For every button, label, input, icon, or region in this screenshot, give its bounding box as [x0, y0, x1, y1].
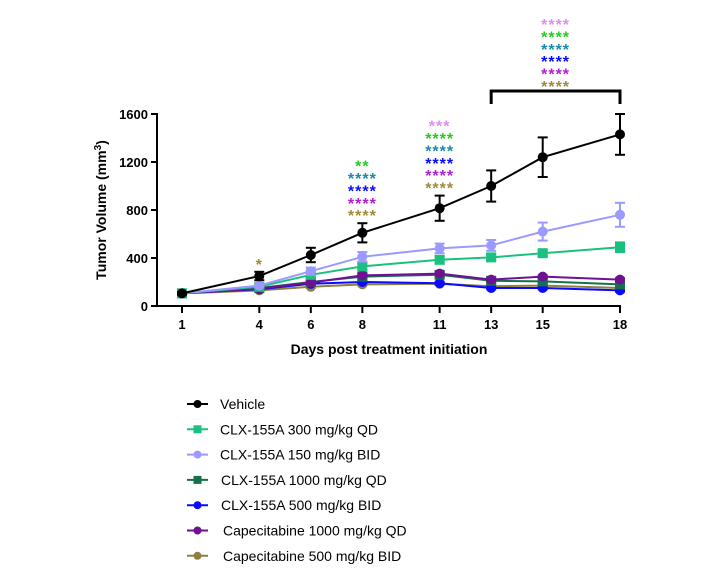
data-point [254, 280, 265, 291]
data-point [305, 250, 316, 260]
y-axis-label: Tumor Volume (mm3) [93, 140, 109, 280]
data-point [434, 268, 445, 279]
x-axis-label: Days post treatment initiation [291, 341, 488, 357]
legend-marker [193, 400, 202, 408]
significance-stars: **** [541, 17, 570, 34]
data-point [434, 203, 445, 214]
data-point [615, 209, 625, 220]
x-tick-label: 1 [178, 317, 185, 332]
legend-item-6: Capecitabine 500 mg/kg BID [187, 548, 401, 564]
data-point [305, 266, 316, 277]
x-tick-label: 15 [535, 317, 549, 332]
legend-label: CLX-155A 500 mg/kg BID [221, 497, 381, 513]
significance-stars: **** [425, 181, 454, 198]
series-line [181, 272, 621, 295]
data-point [357, 251, 368, 262]
x-tick-label: 8 [359, 317, 366, 332]
series-group [177, 113, 625, 299]
legend-marker [193, 551, 202, 560]
x-tick-label: 6 [307, 317, 314, 332]
significance-stars: **** [348, 196, 377, 213]
series-line [181, 246, 621, 295]
y-tick-label: 1600 [119, 107, 148, 122]
data-point [486, 181, 497, 191]
data-point [486, 240, 497, 251]
significance-stars: **** [425, 131, 454, 148]
significance-stars: **** [541, 67, 570, 84]
significance-stars: **** [348, 171, 377, 188]
significance-stars: *** [429, 119, 451, 136]
legend-marker [193, 425, 202, 434]
significance-stars: **** [541, 54, 570, 71]
legend-item-4: CLX-155A 500 mg/kg BID [187, 497, 381, 513]
data-point [486, 274, 497, 285]
legend-label: Capecitabine 1000 mg/kg QD [223, 523, 407, 539]
data-point [357, 270, 368, 281]
significance-annotations: ****************************************… [256, 17, 622, 274]
legend-marker [193, 501, 202, 510]
axes: 0 400 800 1200 1600 1 4 6 8 11 13 15 18 [119, 107, 627, 332]
legend-marker [193, 450, 202, 459]
y-tick-label: 1200 [119, 155, 148, 170]
x-tick-label: 4 [256, 317, 264, 332]
legend-item-1: CLX-155A 300 mg/kg QD [187, 421, 378, 437]
x-tick-label: 13 [484, 317, 498, 332]
data-point [434, 278, 445, 289]
data-point [537, 152, 548, 163]
series-0 [177, 113, 625, 299]
data-point [254, 271, 265, 281]
significance-stars: **** [541, 42, 570, 59]
legend-label: Vehicle [220, 396, 265, 412]
significance-stars: **** [348, 183, 377, 200]
data-point [537, 226, 548, 237]
y-tick-label: 800 [126, 203, 148, 218]
significance-stars: * [256, 257, 263, 274]
significance-stars: **** [425, 143, 454, 160]
legend-label: Capecitabine 500 mg/kg BID [223, 548, 401, 564]
legend-item-0: Vehicle [187, 396, 265, 412]
significance-stars: **** [348, 208, 377, 225]
significance-stars: **** [425, 156, 454, 173]
data-point [434, 254, 445, 265]
data-point [537, 248, 548, 259]
data-point [177, 288, 187, 299]
series-line [181, 133, 621, 295]
legend: Vehicle CLX-155A 300 mg/kg QD CLX-155A 150… [187, 396, 407, 564]
data-point [357, 227, 368, 238]
legend-item-2: CLX-155A 150 mg/kg BID [187, 447, 380, 463]
legend-marker [193, 475, 202, 484]
data-point [615, 274, 625, 285]
series-line [181, 282, 621, 295]
significance-stars: **** [541, 79, 570, 96]
significance-stars: ** [355, 159, 369, 176]
legend-item-5: Capecitabine 1000 mg/kg QD [187, 523, 407, 539]
legend-label: CLX-155A 1000 mg/kg QD [221, 472, 387, 488]
legend-label: CLX-155A 300 mg/kg QD [220, 421, 378, 437]
significance-stars: **** [541, 29, 570, 46]
data-point [434, 243, 445, 254]
data-point [615, 242, 625, 253]
series-line [181, 213, 621, 295]
significance-bracket [489, 89, 622, 104]
data-point [537, 271, 548, 282]
y-tick-label: 0 [141, 299, 148, 314]
data-point [486, 252, 497, 263]
data-point [615, 129, 625, 140]
legend-marker [193, 526, 202, 535]
x-tick-label: 18 [613, 317, 627, 332]
significance-stars: **** [425, 168, 454, 185]
y-tick-label: 400 [126, 251, 148, 266]
legend-item-3: CLX-155A 1000 mg/kg QD [187, 472, 387, 488]
data-point [357, 261, 368, 272]
data-point [305, 277, 316, 288]
legend-label: CLX-155A 150 mg/kg BID [220, 447, 380, 463]
x-tick-label: 11 [433, 317, 447, 332]
